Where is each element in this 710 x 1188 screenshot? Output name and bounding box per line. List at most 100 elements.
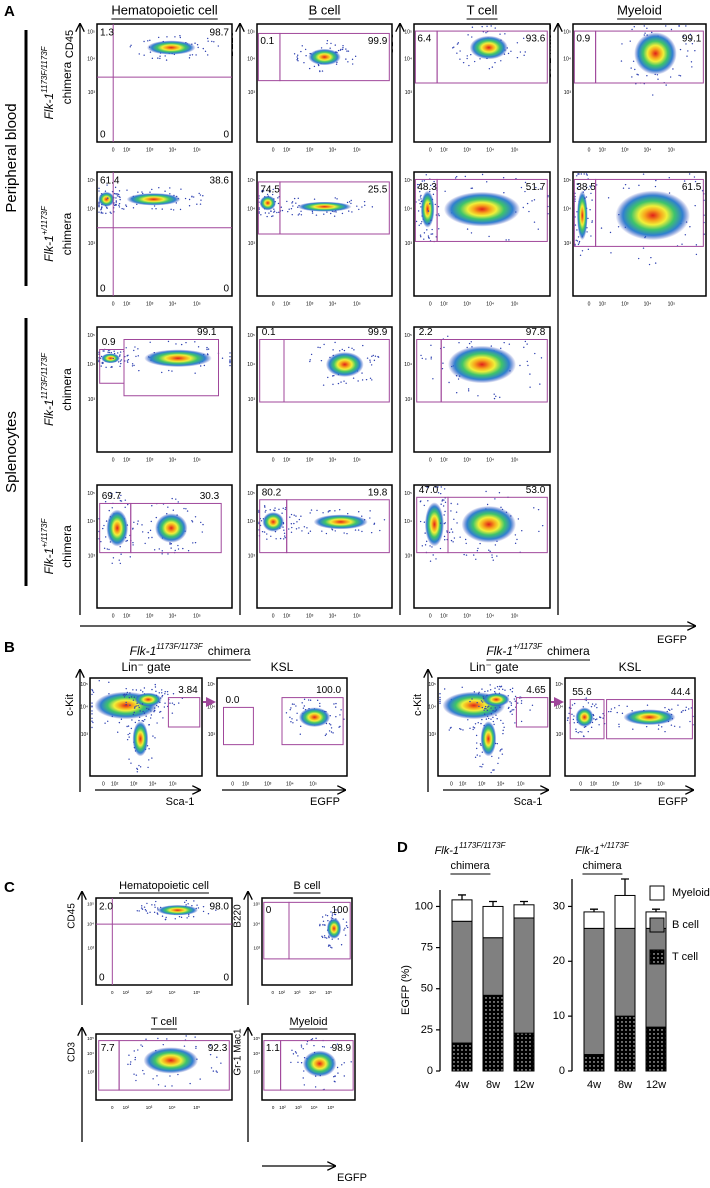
gate-label: 0.9 bbox=[576, 34, 590, 45]
event-dot bbox=[309, 530, 312, 532]
event-dot bbox=[492, 710, 494, 712]
legend-label: B cell bbox=[672, 919, 699, 931]
event-dot bbox=[158, 187, 160, 189]
x-tick-label: 0 bbox=[102, 781, 105, 787]
x-tick-label: 10⁵ bbox=[668, 301, 676, 307]
event-dot bbox=[330, 731, 333, 733]
event-dot bbox=[430, 219, 432, 222]
event-dot bbox=[319, 705, 321, 707]
event-dot bbox=[110, 351, 112, 354]
event-dot bbox=[642, 173, 645, 175]
event-dot bbox=[265, 509, 267, 512]
event-dot bbox=[338, 726, 340, 728]
event-dot bbox=[275, 538, 277, 540]
gate bbox=[436, 30, 548, 84]
event-dot bbox=[143, 906, 146, 908]
event-dot bbox=[644, 32, 646, 34]
event-dot bbox=[335, 702, 337, 705]
event-dot bbox=[524, 181, 527, 184]
event-dot bbox=[417, 210, 420, 212]
event-dot bbox=[481, 25, 483, 28]
event-dot bbox=[489, 689, 492, 691]
event-dot bbox=[282, 507, 284, 510]
density-cloud bbox=[480, 721, 497, 757]
event-dot bbox=[179, 36, 182, 39]
event-dot bbox=[425, 540, 428, 543]
event-dot bbox=[153, 205, 156, 207]
event-dot bbox=[579, 254, 582, 256]
event-dot bbox=[118, 195, 120, 198]
event-dot bbox=[187, 903, 189, 905]
event-dot bbox=[171, 712, 174, 714]
event-dot bbox=[321, 1045, 324, 1048]
event-dot bbox=[503, 192, 505, 194]
event-dot bbox=[134, 1058, 136, 1061]
event-dot bbox=[202, 195, 204, 197]
event-dot bbox=[277, 197, 279, 199]
event-dot bbox=[283, 529, 285, 531]
event-dot bbox=[432, 193, 435, 196]
event-dot bbox=[690, 61, 693, 63]
event-dot bbox=[149, 717, 152, 719]
x-tick-label: 10⁴ bbox=[329, 457, 337, 463]
event-dot bbox=[672, 68, 674, 70]
event-dot bbox=[111, 493, 113, 495]
density-cloud bbox=[443, 191, 521, 227]
y-tick-label: 10⁵ bbox=[87, 901, 94, 906]
event-dot bbox=[498, 688, 500, 690]
event-dot bbox=[153, 710, 155, 713]
y-tick-label: 10³ bbox=[564, 241, 572, 247]
y-tick-label: 10³ bbox=[556, 732, 564, 738]
event-dot bbox=[138, 706, 140, 709]
event-dot bbox=[490, 713, 493, 715]
event-dot bbox=[492, 716, 494, 719]
event-dot bbox=[171, 1085, 173, 1087]
event-dot bbox=[91, 688, 93, 691]
y-tick-label: 20 bbox=[553, 955, 565, 967]
event-dot bbox=[572, 718, 575, 721]
event-dot bbox=[172, 209, 175, 211]
x-tick-label: 10² bbox=[590, 781, 598, 787]
event-dot bbox=[144, 718, 146, 721]
event-dot bbox=[513, 709, 515, 711]
density-cloud bbox=[259, 195, 276, 211]
event-dot bbox=[133, 696, 136, 698]
event-dot bbox=[341, 212, 344, 215]
event-dot bbox=[439, 492, 442, 495]
event-dot bbox=[148, 724, 150, 726]
x-tick-label: 10³ bbox=[463, 613, 471, 619]
x-tick-label: 10² bbox=[283, 301, 291, 307]
event-dot bbox=[156, 722, 158, 724]
event-dot bbox=[681, 243, 683, 245]
plot-title: KSL bbox=[271, 660, 294, 674]
event-dot bbox=[459, 50, 461, 52]
event-dot bbox=[631, 710, 633, 712]
event-dot bbox=[155, 516, 158, 519]
event-dot bbox=[328, 723, 331, 725]
gate-label: 53.0 bbox=[526, 485, 546, 496]
event-dot bbox=[337, 49, 340, 52]
y-tick-label: 10⁵ bbox=[253, 1036, 260, 1041]
event-dot bbox=[578, 242, 580, 244]
x-tick-label: 10⁴ bbox=[169, 613, 177, 619]
event-dot bbox=[196, 43, 199, 46]
event-dot bbox=[341, 348, 343, 351]
event-dot bbox=[504, 33, 506, 35]
event-dot bbox=[296, 56, 298, 58]
x-tick-label: 10⁵ bbox=[511, 613, 519, 619]
event-dot bbox=[119, 546, 121, 548]
event-dot bbox=[473, 60, 476, 63]
event-dot bbox=[155, 900, 157, 903]
event-dot bbox=[439, 696, 441, 699]
event-dot bbox=[524, 51, 526, 53]
event-dot bbox=[428, 237, 430, 239]
event-dot bbox=[317, 346, 319, 349]
density-cloud bbox=[146, 40, 196, 55]
event-dot bbox=[142, 720, 145, 722]
y-tick-label: 10³ bbox=[405, 90, 413, 96]
event-dot bbox=[113, 192, 116, 195]
event-dot bbox=[323, 935, 326, 937]
event-dot bbox=[160, 710, 162, 713]
y-tick-label: 10³ bbox=[405, 554, 413, 560]
